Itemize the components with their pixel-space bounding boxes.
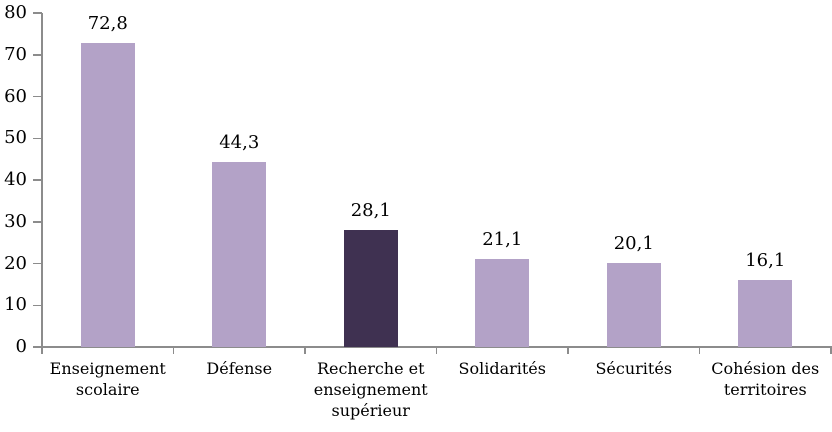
y-axis-tick-label: 30 (4, 210, 27, 232)
bar-value-label: 44,3 (219, 132, 260, 154)
bar (738, 279, 793, 347)
x-axis-category-label: Défense (206, 359, 273, 378)
y-axis-tick (33, 95, 42, 98)
x-axis-category-label: Recherche et enseignement supérieur (313, 359, 428, 420)
y-axis-tick (33, 221, 42, 223)
y-axis-tick (33, 262, 42, 265)
y-axis-tick-label: 70 (4, 43, 27, 65)
y-axis-tick (33, 137, 42, 139)
y-axis-tick-label: 0 (15, 336, 27, 357)
bar-value-label: 72,8 (87, 13, 128, 35)
y-axis-tick-label: 50 (4, 127, 27, 149)
y-axis-tick-label: 60 (4, 85, 27, 107)
x-axis-category-label: Enseignement scolaire (49, 359, 166, 399)
bar (80, 43, 135, 347)
x-axis-tick (567, 347, 569, 354)
bar (606, 263, 661, 347)
y-axis-tick (33, 346, 42, 348)
y-axis-tick (33, 54, 42, 56)
y-axis-tick-label: 20 (4, 252, 27, 274)
y-axis-tick (33, 179, 42, 181)
y-axis-tick (33, 12, 42, 14)
y-axis-tick (33, 304, 42, 306)
y-axis-tick-label: 40 (4, 169, 27, 190)
bar-value-label: 20,1 (613, 233, 654, 255)
bar-value-label: 28,1 (350, 199, 391, 221)
bar (475, 258, 530, 347)
x-axis-tick (41, 347, 43, 354)
x-axis-category-label: Solidarités (458, 359, 546, 378)
y-axis-tick-label: 80 (4, 2, 27, 23)
y-axis-tick-label: 10 (4, 294, 27, 316)
bar (343, 229, 398, 347)
bar-value-label: 21,1 (482, 228, 523, 250)
x-axis-tick (698, 347, 701, 354)
y-axis-line (41, 13, 43, 347)
bar-value-label: 16,1 (745, 249, 786, 271)
x-axis-tick (830, 347, 832, 354)
x-axis-tick (172, 347, 175, 354)
x-axis-category-label: Sécurités (595, 359, 673, 378)
x-axis-category-label: Cohésion des territoires (711, 359, 820, 399)
x-axis-tick (304, 347, 306, 354)
bar (212, 162, 267, 347)
x-axis-tick (435, 347, 438, 354)
